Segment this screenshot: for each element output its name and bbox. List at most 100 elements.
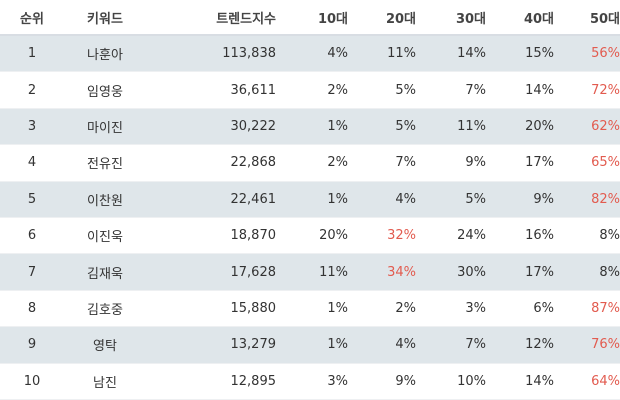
age-10s-cell: 2% [327,155,348,171]
age-20s-cell: 9% [395,373,416,389]
keyword-cell: 영탁 [93,339,117,355]
trend-index-cell: 15,880 [230,300,277,316]
trend-index-cell: 113,838 [222,46,276,62]
table-row: 9 영탁 13,279 1% 4% 7% 12% 76% [0,327,620,364]
rank-cell: 5 [27,191,37,207]
age-20s-cell: 5% [395,118,416,134]
age-20s-cell: 7% [395,155,416,171]
keyword-cell: 김재욱 [87,266,123,282]
table-header: 순위 키워드 트렌드지수 10대 20대 30대 40대 50대 [0,0,620,36]
age-40s-cell: 17% [525,264,554,280]
age-30s-cell: 24% [457,228,486,244]
age-50s-cell: 8% [599,228,620,244]
keyword-cell: 이진욱 [87,230,123,246]
age-30s-cell: 7% [465,337,486,353]
header-keyword: 키워드 [87,11,123,27]
age-30s-cell: 7% [465,82,486,98]
age-50s-cell: 72% [591,82,620,98]
rank-cell: 1 [27,46,37,62]
age-40s-cell: 20% [525,118,554,134]
age-20s-cell: 4% [395,191,416,207]
age-30s-cell: 14% [457,46,486,62]
trend-index-cell: 12,895 [230,373,277,389]
rank-cell: 6 [27,228,37,244]
age-30s-cell: 3% [465,300,486,316]
age-40s-cell: 14% [525,82,554,98]
age-40s-cell: 12% [525,337,554,353]
table-row: 10 남진 12,895 3% 9% 10% 14% 64% [0,364,620,400]
age-50s-cell: 64% [591,373,620,389]
table-row: 6 이진욱 18,870 20% 32% 24% 16% 8% [0,218,620,255]
keyword-cell: 김호중 [87,302,123,318]
age-40s-cell: 15% [525,46,554,62]
table-row: 5 이찬원 22,461 1% 4% 5% 9% 82% [0,181,620,218]
trend-index-cell: 36,611 [230,82,277,98]
header-age-50s: 50대 [589,11,620,27]
age-10s-cell: 2% [327,82,348,98]
keyword-cell: 전유진 [87,157,123,173]
table-row: 1 나훈아 113,838 4% 11% 14% 15% 56% [0,36,620,73]
trend-index-cell: 17,628 [230,264,277,280]
age-40s-cell: 14% [525,373,554,389]
age-10s-cell: 20% [319,228,348,244]
header-age-10s: 10대 [317,11,348,27]
age-50s-cell: 65% [591,155,620,171]
trend-index-cell: 22,868 [230,155,277,171]
age-50s-cell: 62% [591,118,620,134]
age-50s-cell: 82% [591,191,620,207]
table-row: 7 김재욱 17,628 11% 34% 30% 17% 8% [0,254,620,291]
header-age-30s: 30대 [455,11,486,27]
age-50s-cell: 87% [591,300,620,316]
age-30s-cell: 5% [465,191,486,207]
rank-cell: 3 [27,118,37,134]
age-50s-cell: 8% [599,264,620,280]
age-40s-cell: 9% [533,191,554,207]
keyword-cell: 마이진 [87,120,123,136]
age-10s-cell: 4% [327,46,348,62]
age-10s-cell: 11% [319,264,348,280]
keyword-cell: 임영웅 [87,84,123,100]
trend-index-cell: 18,870 [230,228,277,244]
age-20s-cell: 34% [387,264,416,280]
header-trend-index: 트렌드지수 [216,11,276,27]
age-20s-cell: 5% [395,82,416,98]
trend-index-cell: 22,461 [230,191,277,207]
header-age-40s: 40대 [523,11,554,27]
age-30s-cell: 10% [457,373,486,389]
table-row: 2 임영웅 36,611 2% 5% 7% 14% 72% [0,72,620,109]
age-30s-cell: 11% [457,118,486,134]
keyword-cell: 나훈아 [87,48,123,64]
rank-cell: 2 [27,82,37,98]
table-row: 3 마이진 30,222 1% 5% 11% 20% 62% [0,108,620,146]
rank-cell: 9 [27,337,37,353]
rank-cell: 8 [27,300,37,316]
trend-index-cell: 13,279 [230,337,277,353]
age-30s-cell: 30% [457,264,486,280]
age-10s-cell: 1% [327,191,348,207]
age-10s-cell: 1% [327,337,348,353]
header-rank: 순위 [20,11,44,27]
age-40s-cell: 6% [533,300,554,316]
trend-index-cell: 30,222 [230,118,277,134]
age-20s-cell: 2% [395,300,416,316]
age-20s-cell: 32% [387,228,416,244]
keyword-cell: 이찬원 [87,193,123,209]
rank-cell: 7 [27,264,37,280]
rank-cell: 10 [23,373,41,389]
table-row: 8 김호중 15,880 1% 2% 3% 6% 87% [0,291,620,328]
age-20s-cell: 11% [387,46,416,62]
rank-cell: 4 [27,155,37,171]
keyword-cell: 남진 [93,375,117,391]
header-age-20s: 20대 [385,11,416,27]
age-30s-cell: 9% [465,155,486,171]
age-20s-cell: 4% [395,337,416,353]
table-row: 4 전유진 22,868 2% 7% 9% 17% 65% [0,145,620,182]
age-10s-cell: 1% [327,118,348,134]
age-40s-cell: 17% [525,155,554,171]
age-50s-cell: 56% [591,46,620,62]
age-40s-cell: 16% [525,228,554,244]
age-10s-cell: 1% [327,300,348,316]
age-50s-cell: 76% [591,337,620,353]
age-10s-cell: 3% [327,373,348,389]
